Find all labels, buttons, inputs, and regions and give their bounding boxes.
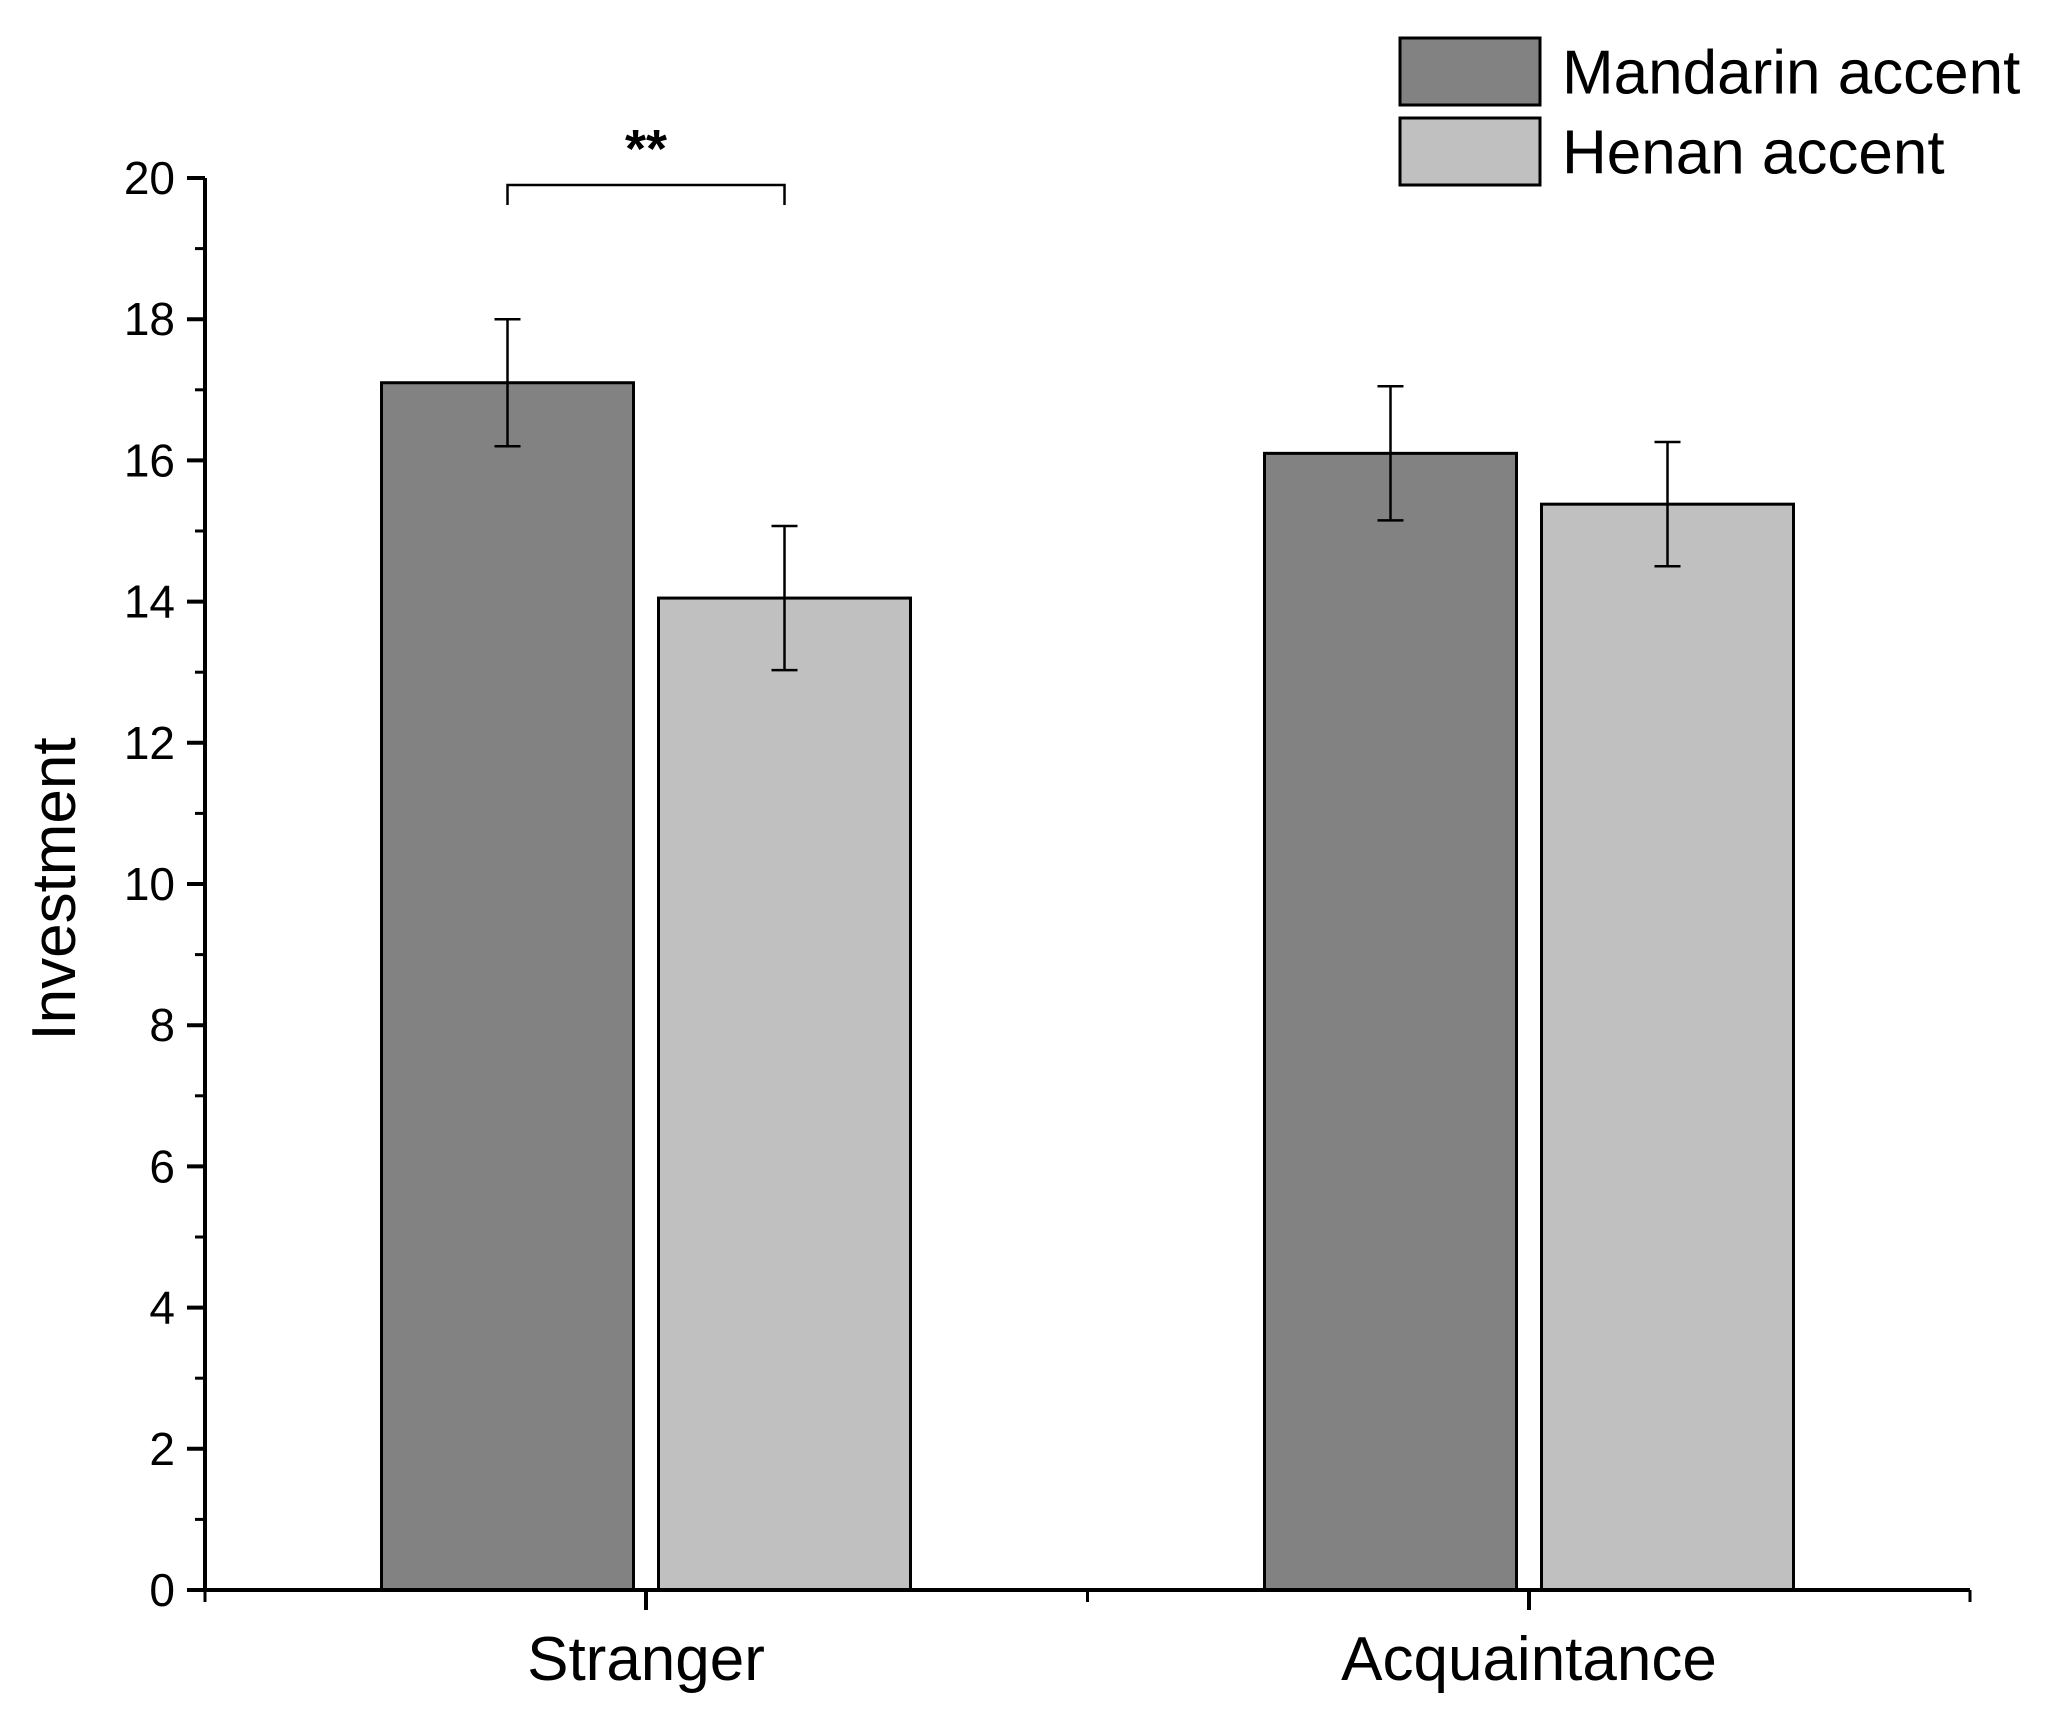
y-tick-label: 2 xyxy=(149,1423,175,1475)
bar-acquaintance-mandarin-accent xyxy=(1263,451,1518,1592)
y-tick-label: 12 xyxy=(124,717,175,769)
y-tick-label: 0 xyxy=(149,1564,175,1616)
y-tick-label: 18 xyxy=(124,293,175,345)
bar-stranger-mandarin-accent xyxy=(380,381,635,1592)
legend-label-mandarin-accent: Mandarin accent xyxy=(1562,39,2020,108)
legend-swatch-mandarin-accent xyxy=(1398,36,1542,107)
y-tick-label: 20 xyxy=(124,152,175,204)
labels-layer: 0 2 4 6 8 10 12 14 16 18 20 Stranger Acquaintance Inv… xyxy=(20,152,1717,1694)
legend-swatch-henan-accent xyxy=(1398,116,1542,187)
y-tick-label: 14 xyxy=(124,576,175,628)
significance-bracket xyxy=(506,183,786,206)
bars-layer xyxy=(380,381,1795,1592)
y-tick-label: 6 xyxy=(149,1140,175,1192)
y-tick-label: 4 xyxy=(149,1282,175,1334)
y-axis-title: Investment xyxy=(20,737,89,1040)
x-category-label: Stranger xyxy=(527,1625,765,1694)
y-tick-label: 10 xyxy=(124,858,175,910)
legend-label-henan-accent: Henan accent xyxy=(1562,119,1945,188)
axes-layer xyxy=(187,176,1972,1610)
legend: Mandarin accent Henan accent xyxy=(1398,36,2020,188)
bar-stranger-henan-accent xyxy=(657,596,912,1592)
x-category-label: Acquaintance xyxy=(1341,1625,1717,1694)
y-tick-label: 8 xyxy=(149,999,175,1051)
significance-label: ** xyxy=(625,119,667,179)
annotation-layer: ** xyxy=(506,119,786,206)
error-bars-layer xyxy=(494,317,1681,672)
bar-acquaintance-henan-accent xyxy=(1540,502,1795,1592)
y-tick-label: 16 xyxy=(124,434,175,486)
